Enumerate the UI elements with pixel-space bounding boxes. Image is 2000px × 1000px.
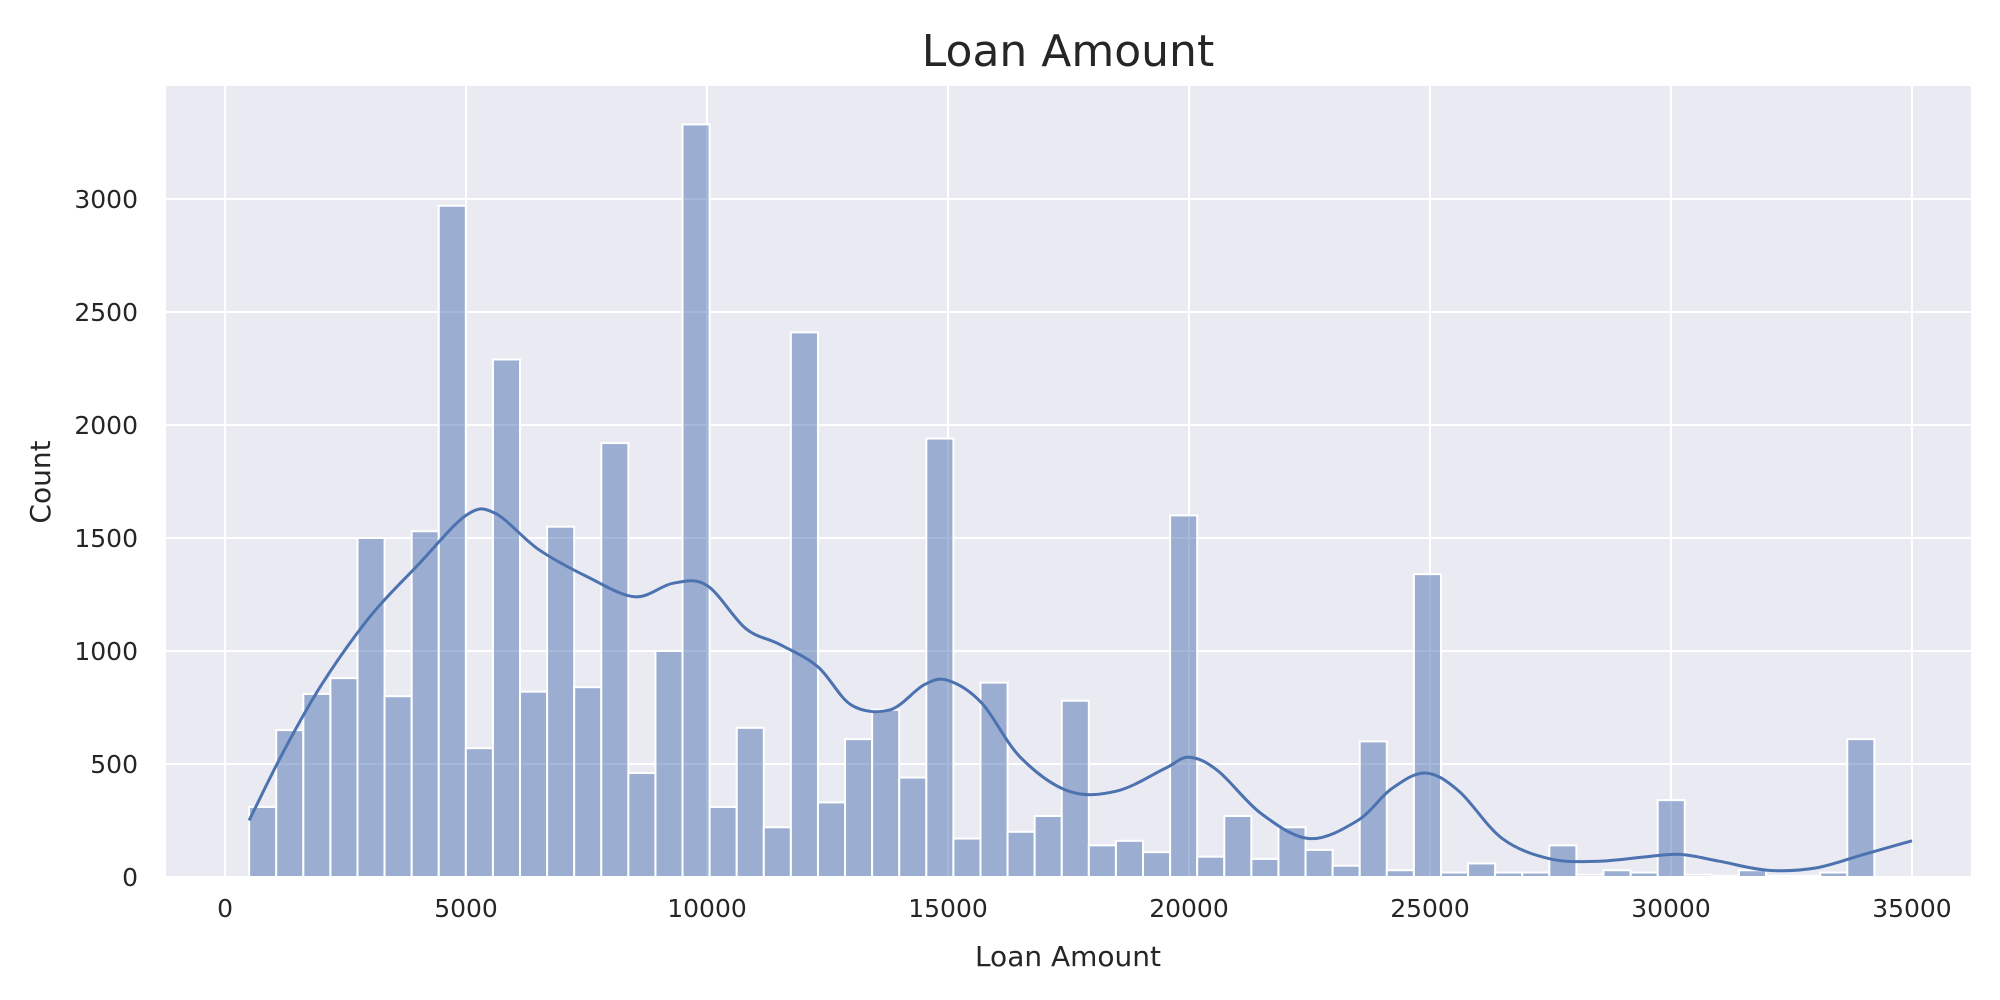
histogram-bar bbox=[600, 442, 630, 878]
histogram-bar bbox=[1358, 740, 1388, 879]
histogram-bar bbox=[708, 805, 738, 878]
histogram-bar bbox=[1412, 573, 1442, 878]
x-tick-label: 15000 bbox=[908, 894, 988, 923]
histogram-bar bbox=[1575, 873, 1605, 878]
histogram-bar bbox=[1710, 874, 1740, 878]
histogram-bar bbox=[871, 708, 901, 879]
histogram-bar bbox=[1521, 871, 1551, 878]
histogram-bar bbox=[952, 837, 982, 879]
x-tick-label: 5000 bbox=[434, 894, 498, 923]
y-tick-label: 2500 bbox=[74, 298, 138, 327]
histogram-bar bbox=[1494, 871, 1524, 878]
histogram-bar bbox=[1331, 864, 1361, 879]
histogram-bar bbox=[654, 650, 684, 878]
x-tick-label: 0 bbox=[217, 894, 233, 923]
histogram-bar bbox=[1467, 862, 1497, 879]
histogram-bar bbox=[1602, 869, 1632, 878]
x-tick-label: 35000 bbox=[1872, 894, 1952, 923]
x-tick-labels: 0 5000 10000 15000 20000 25000 30000 35000 bbox=[217, 894, 1952, 923]
histogram-bar bbox=[1142, 851, 1172, 879]
histogram-bar bbox=[627, 772, 657, 878]
x-tick-label: 25000 bbox=[1390, 894, 1470, 923]
y-tick-label: 3000 bbox=[74, 185, 138, 214]
histogram-bar bbox=[1087, 844, 1117, 878]
histogram-bar bbox=[1792, 874, 1822, 878]
histogram-bar bbox=[979, 681, 1009, 879]
histogram-bar bbox=[437, 204, 467, 878]
histogram-bar bbox=[816, 801, 847, 878]
y-axis-label: Count bbox=[24, 440, 57, 523]
x-axis-label: Loan Amount bbox=[975, 940, 1161, 973]
histogram-bar bbox=[1169, 514, 1199, 879]
histogram-bar bbox=[844, 738, 874, 879]
histogram-bar bbox=[925, 437, 955, 878]
histogram-bar bbox=[1737, 869, 1768, 878]
histogram-bar bbox=[1114, 839, 1145, 879]
histogram-bar bbox=[275, 729, 305, 878]
histogram-bar bbox=[329, 677, 359, 878]
y-tick-label: 1500 bbox=[74, 524, 138, 553]
histogram-bar bbox=[1250, 857, 1280, 878]
histogram-bar bbox=[735, 726, 765, 879]
histogram-bar bbox=[681, 123, 711, 879]
y-tick-label: 1000 bbox=[74, 637, 138, 666]
histogram-bar bbox=[762, 826, 792, 879]
histogram-bar bbox=[519, 690, 549, 878]
histogram-bar bbox=[302, 692, 332, 878]
histogram-bar bbox=[546, 525, 576, 878]
x-tick-label: 10000 bbox=[667, 894, 747, 923]
histogram-bar bbox=[1683, 873, 1713, 878]
chart-title: Loan Amount bbox=[922, 26, 1214, 77]
histogram-bar bbox=[1439, 871, 1470, 878]
histogram-bar bbox=[789, 331, 819, 878]
histogram-bar bbox=[1304, 848, 1334, 879]
y-tick-labels: 0 500 1000 1500 2000 2500 3000 bbox=[74, 185, 138, 892]
histogram-bar bbox=[573, 686, 603, 878]
x-tick-label: 30000 bbox=[1631, 894, 1711, 923]
histogram-bar bbox=[1819, 871, 1849, 878]
histogram-bar bbox=[1196, 855, 1226, 878]
histogram-bar bbox=[1656, 799, 1686, 878]
histogram-bar bbox=[1385, 869, 1415, 878]
histogram-bar bbox=[1629, 871, 1659, 878]
y-tick-label: 2000 bbox=[74, 411, 138, 440]
histogram-bar bbox=[1006, 830, 1036, 878]
histogram-bar bbox=[898, 776, 928, 878]
histogram-bar bbox=[410, 530, 440, 878]
kde-curve bbox=[247, 507, 1913, 873]
histogram-bar bbox=[356, 537, 386, 878]
y-tick-label: 0 bbox=[122, 863, 138, 892]
histogram-bar bbox=[248, 805, 278, 878]
histogram-bar bbox=[383, 695, 413, 879]
y-tick-label: 500 bbox=[90, 750, 138, 779]
x-tick-label: 20000 bbox=[1149, 894, 1229, 923]
histogram-bar bbox=[1765, 874, 1795, 878]
histogram-bar bbox=[1033, 814, 1063, 878]
histogram-bar bbox=[1223, 814, 1253, 878]
histogram-bar bbox=[464, 747, 494, 878]
histogram-bar bbox=[491, 358, 522, 878]
